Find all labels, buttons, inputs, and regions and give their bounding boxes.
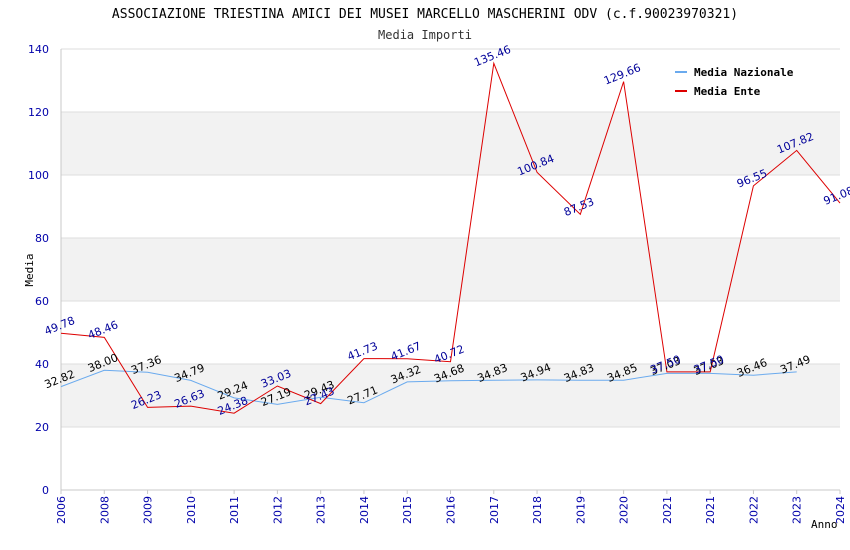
x-tick-label: 2019 bbox=[574, 496, 587, 524]
legend-label: Media Nazionale bbox=[694, 66, 794, 79]
y-tick-label: 0 bbox=[42, 484, 49, 497]
x-tick-label: 2021 bbox=[704, 496, 717, 524]
data-label: 48.46 bbox=[86, 318, 120, 342]
legend-label: Media Ente bbox=[694, 85, 761, 98]
y-tick-label: 40 bbox=[35, 358, 49, 371]
x-tick-label: 2021 bbox=[661, 496, 674, 524]
plot-bands bbox=[61, 112, 840, 427]
x-tick-label: 2011 bbox=[228, 496, 241, 524]
x-tick-label: 2014 bbox=[358, 496, 371, 524]
x-tick-label: 2010 bbox=[185, 496, 198, 524]
y-tick-label: 20 bbox=[35, 421, 49, 434]
x-tick-label: 2016 bbox=[445, 496, 458, 524]
x-axis-label: Anno bbox=[811, 518, 838, 531]
y-tick-label: 100 bbox=[28, 169, 49, 182]
y-tick-label: 60 bbox=[35, 295, 49, 308]
x-tick-label: 2024 bbox=[834, 496, 847, 524]
x-tick-label: 2018 bbox=[531, 496, 544, 524]
x-tick-label: 2023 bbox=[791, 496, 804, 524]
x-tick-label: 2013 bbox=[315, 496, 328, 524]
x-tick-label: 2009 bbox=[142, 496, 155, 524]
data-label: 135.46 bbox=[472, 43, 513, 69]
data-label: 129.66 bbox=[602, 61, 643, 87]
series-line-media-ente bbox=[60, 61, 841, 414]
plot-band bbox=[61, 238, 840, 301]
x-tick-label: 2015 bbox=[401, 496, 414, 524]
x-tick-label: 2012 bbox=[271, 496, 284, 524]
chart-title: ASSOCIAZIONE TRIESTINA AMICI DEI MUSEI M… bbox=[112, 7, 738, 22]
x-tick-label: 2022 bbox=[747, 496, 760, 524]
series-line-media-nazionale bbox=[60, 369, 797, 405]
data-label: 91.08 bbox=[822, 184, 850, 208]
y-axis-label: Media bbox=[23, 253, 36, 286]
y-tick-label: 120 bbox=[28, 106, 49, 119]
x-axis-ticks: 2006 2008 2009 2010 2011 2012 2013 2014 2015 2016… bbox=[55, 490, 847, 524]
legend: Media Nazionale Media Ente bbox=[675, 66, 794, 98]
x-tick-label: 2020 bbox=[618, 496, 631, 524]
y-tick-label: 140 bbox=[28, 43, 49, 56]
x-tick-label: 2017 bbox=[488, 496, 501, 524]
x-tick-label: 2006 bbox=[55, 496, 68, 524]
plot-band bbox=[61, 112, 840, 175]
data-label: 87.53 bbox=[562, 195, 596, 219]
series-lines bbox=[60, 61, 841, 414]
x-tick-label: 2008 bbox=[98, 496, 111, 524]
plot-band bbox=[61, 364, 840, 427]
chart-subtitle: Media Importi bbox=[378, 28, 472, 42]
y-axis-ticks: 0 20 40 60 80 100 120 140 bbox=[28, 43, 49, 497]
y-tick-label: 80 bbox=[35, 232, 49, 245]
